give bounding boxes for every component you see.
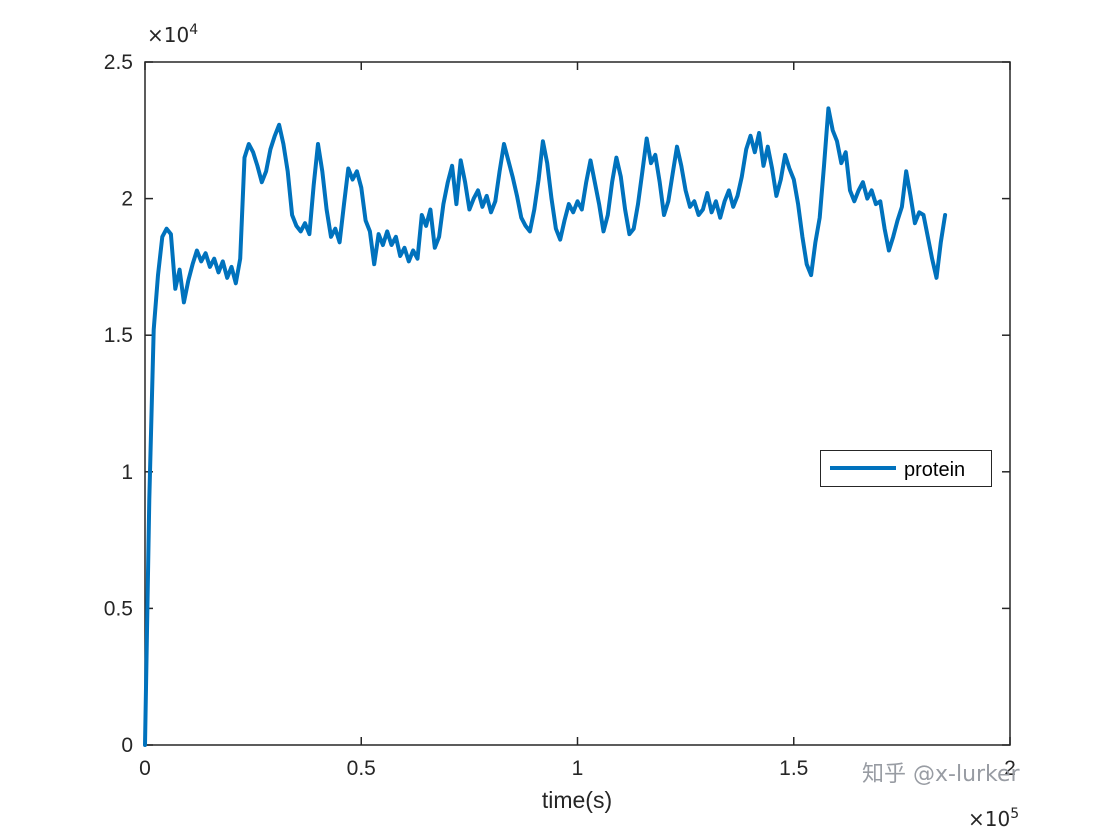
x-axis-label: time(s) [542,787,612,813]
legend-label: protein [904,459,965,481]
legend[interactable]: protein [820,450,992,487]
y-tick-label: 0 [121,734,133,757]
y-tick-label: 1 [121,461,133,484]
y-exponent-label: ×104 [147,22,198,47]
watermark: 知乎 @x-lurker [862,762,1020,787]
protein-line [143,106,948,747]
y-exponent-power: 4 [189,22,198,38]
y-tick-label: 2.5 [104,51,133,74]
x-tick-label: 1 [572,757,584,780]
x-tick-label: 2 [1004,757,1016,780]
x-tick-label: 0.5 [347,757,376,780]
y-exponent-base: ×10 [147,23,189,47]
x-exponent-base: ×10 [968,807,1010,831]
axis-tick-labels: 0 0.5 1 1.5 2 0 0.5 1 1.5 2 2.5 [104,51,1016,780]
x-tick-label: 1.5 [779,757,808,780]
y-tick-label: 1.5 [104,324,133,347]
x-exponent-power: 5 [1010,806,1019,822]
plot-box [144,61,1011,746]
axis-ticks [144,61,1011,746]
y-tick-label: 2 [121,188,133,211]
y-tick-label: 0.5 [104,597,133,620]
x-exponent-label: ×105 [968,806,1019,831]
x-tick-label: 0 [139,757,151,780]
